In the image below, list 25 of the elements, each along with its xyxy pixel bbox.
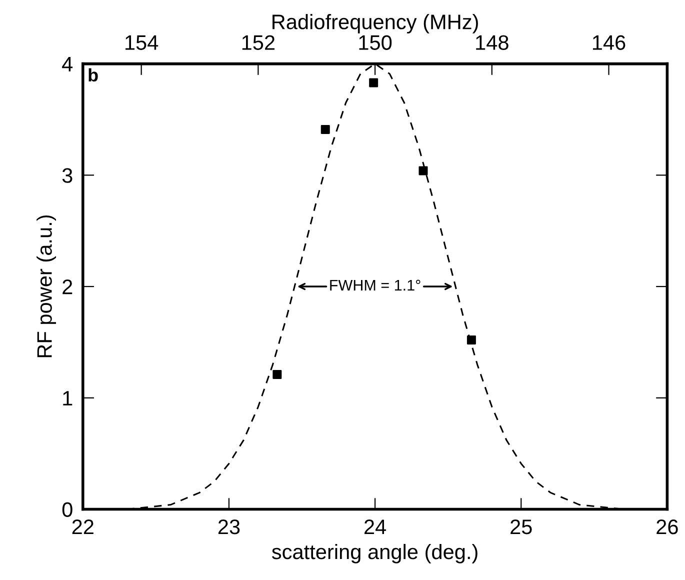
x-tick-label: 26 — [656, 520, 678, 534]
x2-tick-label: 154 — [126, 35, 158, 50]
annotation: FWHM = 1.1° — [330, 280, 420, 290]
x2-tick-label: 150 — [359, 35, 392, 50]
x-tick-label: 25 — [510, 520, 532, 534]
annotation: b — [88, 68, 98, 82]
y-tick-label: 3 — [62, 168, 72, 183]
x2-axis-title: Radiofrequency (MHz) — [272, 14, 478, 34]
x2-tick-label: 146 — [592, 35, 626, 50]
y-tick-label: 0 — [62, 502, 72, 517]
point — [466, 335, 476, 344]
y-tick-label: 4 — [62, 57, 73, 72]
x-tick-label: 22 — [72, 520, 94, 534]
y-axis-title: RF power (a.u.) — [36, 215, 56, 358]
x-tick-label: 24 — [364, 520, 386, 534]
x-tick-label: 23 — [218, 520, 240, 534]
point — [418, 166, 428, 176]
x2-tick-label: 148 — [476, 35, 508, 50]
y-tick-label: 1 — [63, 391, 72, 406]
point — [272, 370, 282, 379]
x-axis-title: scattering angle (deg.) — [272, 544, 478, 564]
y-tick-label: 2 — [62, 280, 72, 294]
point — [369, 78, 378, 88]
x2-tick-label: 152 — [242, 35, 275, 50]
point — [320, 125, 330, 134]
